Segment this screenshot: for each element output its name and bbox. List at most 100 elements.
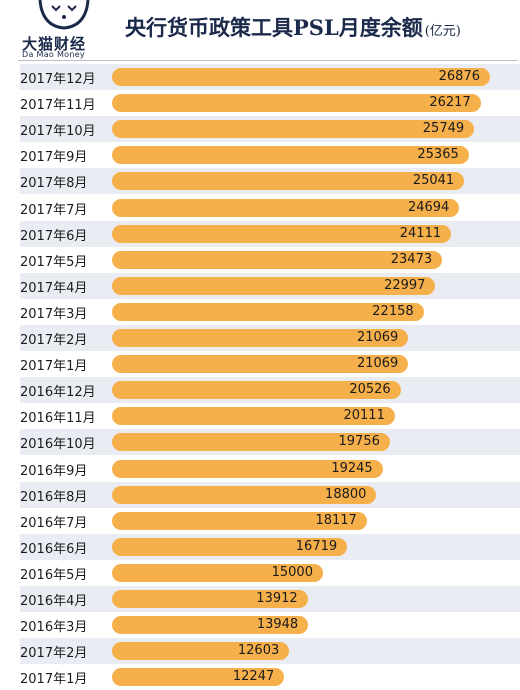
chart-unit: (亿元) [424, 24, 461, 39]
bar [112, 668, 285, 687]
bar-value-label: 12603 [237, 643, 280, 659]
bar [112, 537, 348, 556]
bar-value-label: 21069 [356, 356, 399, 372]
bar-row: 2016年8月 18800 [0, 481, 520, 508]
bar-value-label: 23473 [390, 251, 433, 267]
category-label: 2017年2月 [20, 333, 88, 348]
category-label: 2017年3月 [20, 306, 88, 322]
bar [112, 642, 290, 661]
category-label: 2016年6月 [20, 541, 88, 557]
bar [112, 433, 390, 452]
category-label: 2016年10月 [20, 437, 96, 453]
bar [112, 590, 308, 608]
bar [112, 381, 401, 400]
category-label: 2016年5月 [20, 567, 88, 583]
category-label: 2016年4月 [20, 594, 88, 609]
bar-row: 2016年6月 16719 [0, 533, 520, 560]
category-label: 2017年11月 [20, 98, 96, 114]
bar-row: 2016年9月 19245 [0, 456, 520, 482]
bar [112, 146, 469, 165]
category-label: 2017年1月 [20, 359, 88, 375]
bar [112, 172, 465, 191]
bar-row: 2016年7月 18117 [0, 508, 520, 534]
bar-value-label: 25041 [412, 173, 455, 189]
category-label: 2016年7月 [20, 515, 88, 531]
category-label: 2017年6月 [20, 228, 88, 244]
bar-row: 2016年10月 19756 [0, 429, 520, 456]
bar [112, 459, 383, 478]
bar [112, 511, 367, 530]
bar-row: 2017年5月 23473 [0, 247, 520, 273]
category-label: 2017年7月 [20, 202, 88, 218]
bar [112, 68, 490, 86]
bar-value-label: 22158 [372, 303, 414, 319]
brand-logo: 大猫财经 Da Mao Money [22, 0, 108, 60]
category-label: 2016年12月 [20, 385, 96, 401]
bar-row: 2017年2月 12603 [0, 638, 520, 665]
bar [112, 198, 460, 217]
category-label: 2016年9月 [20, 463, 88, 479]
bar-value-label: 18800 [325, 486, 367, 502]
bar [112, 329, 409, 347]
bar [112, 94, 481, 113]
bar-value-label: 12247 [232, 669, 275, 685]
bar-value-label: 20111 [343, 408, 385, 424]
bar [112, 120, 475, 139]
cat-logo-icon [38, 0, 90, 30]
bar-value-label: 19756 [338, 434, 380, 450]
category-label: 2017年12月 [20, 72, 96, 87]
bar [112, 616, 309, 635]
category-label: 2016年8月 [20, 489, 88, 505]
bar-row: 2016年12月 20526 [0, 377, 520, 404]
bar-row: 2017年11月 26217 [0, 90, 520, 116]
bar [112, 407, 395, 426]
bar-value-label: 22997 [384, 277, 426, 293]
bar-value-label: 24111 [399, 225, 442, 241]
bar [112, 276, 436, 295]
bar [112, 224, 452, 243]
chart-title-text: 央行货币政策工具PSL月度余额 [125, 15, 423, 40]
category-label: 2017年1月 [20, 672, 88, 688]
bar-value-label: 13912 [256, 591, 298, 606]
bar-value-label: 13948 [256, 617, 299, 633]
bar-row: 2017年2月 21069 [0, 325, 520, 351]
bar-row: 2017年6月 24111 [0, 220, 520, 247]
category-label: 2017年5月 [20, 254, 88, 270]
bar-value-label: 20526 [349, 382, 391, 398]
bar-value-label: 19245 [331, 460, 373, 476]
category-label: 2017年2月 [20, 646, 88, 662]
category-label: 2017年9月 [20, 150, 88, 166]
bar-row: 2017年7月 24694 [0, 195, 520, 221]
bar-row: 2017年1月 12247 [0, 664, 520, 690]
bar-value-label: 21069 [356, 330, 399, 345]
category-label: 2017年8月 [20, 176, 88, 192]
bar-row: 2017年3月 22158 [0, 299, 520, 325]
bar [112, 302, 424, 321]
bar-value-label: 26217 [429, 95, 471, 111]
bar-value-label: 15000 [271, 564, 313, 580]
category-label: 2017年10月 [20, 124, 96, 140]
bar [112, 563, 323, 582]
bar-value-label: 25365 [417, 147, 459, 163]
bar-row: 2016年3月 13948 [0, 612, 520, 638]
bar-row: 2017年12月 26876 [0, 64, 520, 90]
bar [112, 250, 443, 269]
bar-value-label: 18117 [315, 512, 357, 528]
category-label: 2016年3月 [20, 620, 88, 636]
bar [112, 355, 409, 374]
header-divider [18, 60, 518, 61]
category-label: 2017年4月 [20, 280, 88, 296]
bar-row: 2016年4月 13912 [0, 586, 520, 612]
bar-value-label: 26876 [438, 69, 480, 84]
bar [112, 485, 377, 504]
chart-title: 央行货币政策工具PSL月度余额 (亿元) [125, 12, 461, 42]
chart-header: 大猫财经 Da Mao Money 央行货币政策工具PSL月度余额 (亿元) [0, 0, 520, 62]
brand-name-cn: 大猫财经 [22, 35, 87, 53]
bar-value-label: 24694 [407, 199, 450, 215]
bar-row: 2017年8月 25041 [0, 168, 520, 195]
bar-row: 2017年9月 25365 [0, 142, 520, 168]
brand-name-en: Da Mao Money [22, 50, 85, 59]
bar-value-label: 16719 [295, 538, 338, 554]
bar-row: 2016年11月 20111 [0, 403, 520, 429]
bar-row: 2017年10月 25749 [0, 116, 520, 143]
